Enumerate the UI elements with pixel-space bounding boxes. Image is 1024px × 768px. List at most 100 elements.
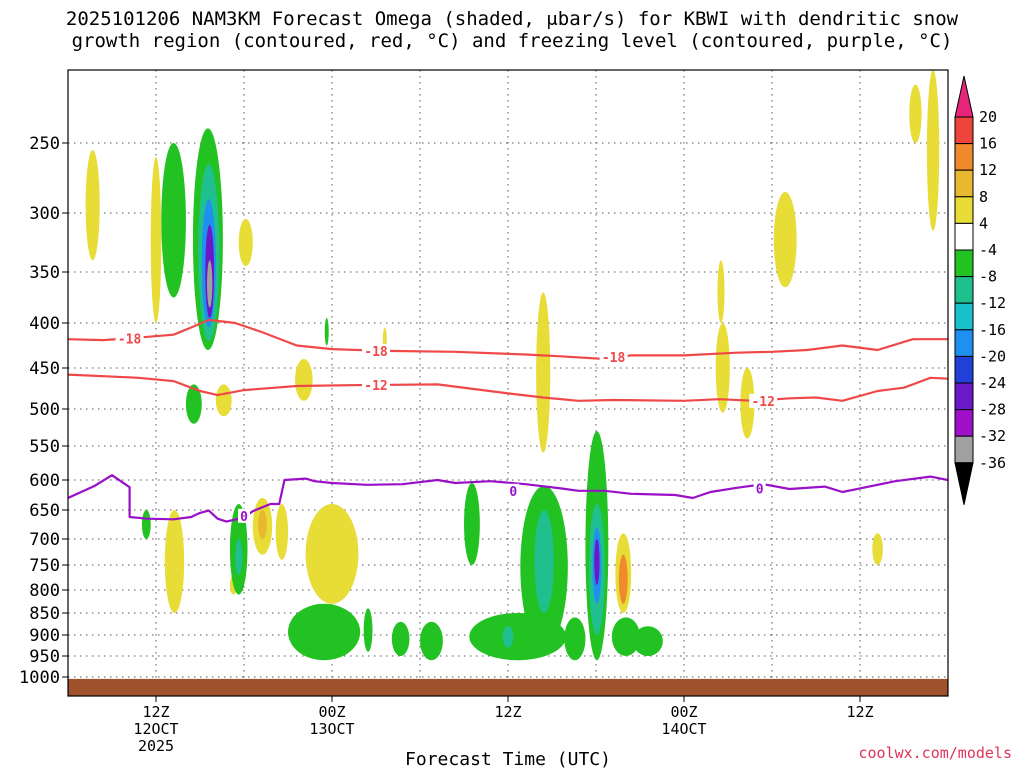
contour-label: 0: [240, 510, 248, 525]
omega-region: [161, 143, 186, 298]
omega-region: [164, 510, 185, 613]
omega-region: [632, 626, 663, 656]
colorbar-arrow-bottom: [954, 462, 974, 505]
y-tick-label: 750: [29, 556, 60, 576]
contour-label-bg: [507, 483, 520, 498]
contour-label: -18: [364, 345, 388, 360]
colorbar-swatch: [954, 329, 974, 357]
colorbar-label: -16: [979, 321, 1006, 339]
colorbar-arrow-top: [954, 75, 974, 118]
omega-region: [909, 84, 922, 143]
x-tick-label: 13OCT: [309, 720, 354, 738]
colorbar-swatch: [954, 222, 974, 251]
omega-region: [150, 157, 162, 323]
y-tick-label: 300: [29, 204, 60, 224]
chart-title-line-2: growth region (contoured, red, °C) and f…: [71, 30, 953, 52]
colorbar-swatch: [954, 196, 974, 224]
x-tick-label: 14OCT: [661, 720, 706, 738]
x-tick-label: 12OCT: [133, 720, 178, 738]
x-tick-label: 00Z: [670, 703, 697, 721]
colorbar-label: 4: [979, 214, 988, 232]
omega-region: [288, 603, 361, 661]
credit-text[interactable]: coolwx.com/models: [858, 744, 1012, 762]
omega-region: [207, 260, 213, 308]
freezing-level-contour: [68, 474, 948, 523]
contour-label-bg: [362, 343, 390, 358]
x-tick-label: 12Z: [846, 703, 873, 721]
contour-label: -12: [751, 395, 774, 410]
contour-label-bg: [753, 481, 766, 496]
colorbar-swatch: [954, 382, 974, 411]
colorbar-label: -4: [979, 241, 997, 259]
omega-region: [185, 384, 202, 424]
colorbar-label: 8: [979, 188, 988, 206]
y-tick-label: 500: [29, 400, 60, 420]
y-tick-label: 900: [29, 626, 60, 646]
y-tick-label: 1000: [19, 668, 60, 688]
y-tick-label: 700: [29, 530, 60, 550]
omega-region: [611, 617, 640, 656]
omega-region: [564, 617, 586, 661]
omega-region: [594, 539, 600, 585]
colorbar-label: -8: [979, 268, 997, 286]
omega-region: [536, 292, 551, 453]
y-tick-label: 400: [29, 314, 60, 334]
y-tick-label: 850: [29, 604, 60, 624]
terrain-ground: [68, 678, 948, 696]
omega-region: [773, 192, 797, 288]
colorbar-label: 12: [979, 161, 997, 179]
colorbar-swatch: [954, 409, 974, 437]
omega-region: [618, 554, 628, 604]
omega-region: [464, 483, 480, 565]
colorbar-label: -32: [979, 427, 1006, 445]
contour-label-bg: [115, 331, 144, 346]
omega-region: [502, 626, 514, 648]
omega-region: [324, 317, 329, 346]
x-tick-label: 2025: [138, 737, 174, 755]
omega-region: [391, 621, 410, 657]
omega-region: [363, 608, 373, 652]
colorbar-swatch: [954, 355, 974, 384]
omega-region: [740, 368, 755, 439]
colorbar-label: -20: [979, 347, 1006, 365]
x-tick-label: 12Z: [494, 703, 521, 721]
omega-region: [215, 384, 232, 417]
contour-label-bg: [362, 378, 390, 393]
omega-region: [926, 70, 940, 231]
omega-region: [275, 504, 288, 560]
colorbar-label: -28: [979, 401, 1006, 419]
y-tick-label: 800: [29, 581, 60, 601]
omega-region: [715, 323, 730, 413]
y-tick-label: 550: [29, 437, 60, 457]
contour-label-bg: [599, 350, 628, 365]
colorbar-swatch: [954, 116, 974, 145]
colorbar-swatch: [954, 249, 974, 278]
omega-region: [235, 539, 243, 575]
contour-label-bg: [749, 393, 778, 408]
omega-region: [305, 504, 359, 604]
y-tick-label: 600: [29, 471, 60, 491]
chart-title-line-1: 2025101206 NAM3KM Forecast Omega (shaded…: [65, 8, 959, 30]
colorbar-swatch: [954, 302, 974, 331]
contour-label: 0: [756, 482, 764, 497]
omega-region: [534, 510, 554, 613]
y-tick-label: 650: [29, 501, 60, 521]
colorbar-label: -24: [979, 374, 1006, 392]
x-tick-label: 12Z: [142, 703, 169, 721]
omega-region: [238, 218, 253, 267]
contour-label: -18: [602, 351, 626, 366]
omega-region: [420, 621, 443, 661]
y-tick-label: 950: [29, 647, 60, 667]
omega-region: [258, 510, 267, 539]
y-tick-label: 450: [29, 359, 60, 379]
dgz-contour: [68, 373, 948, 402]
colorbar-swatch: [954, 276, 974, 304]
contour-label: 0: [509, 485, 517, 500]
omega-region: [717, 260, 725, 323]
colorbar-label: -12: [979, 294, 1006, 312]
x-axis-label: Forecast Time (UTC): [405, 749, 611, 768]
colorbar-label: 16: [979, 135, 997, 153]
omega-region: [141, 510, 151, 539]
contour-label: -18: [118, 332, 142, 347]
